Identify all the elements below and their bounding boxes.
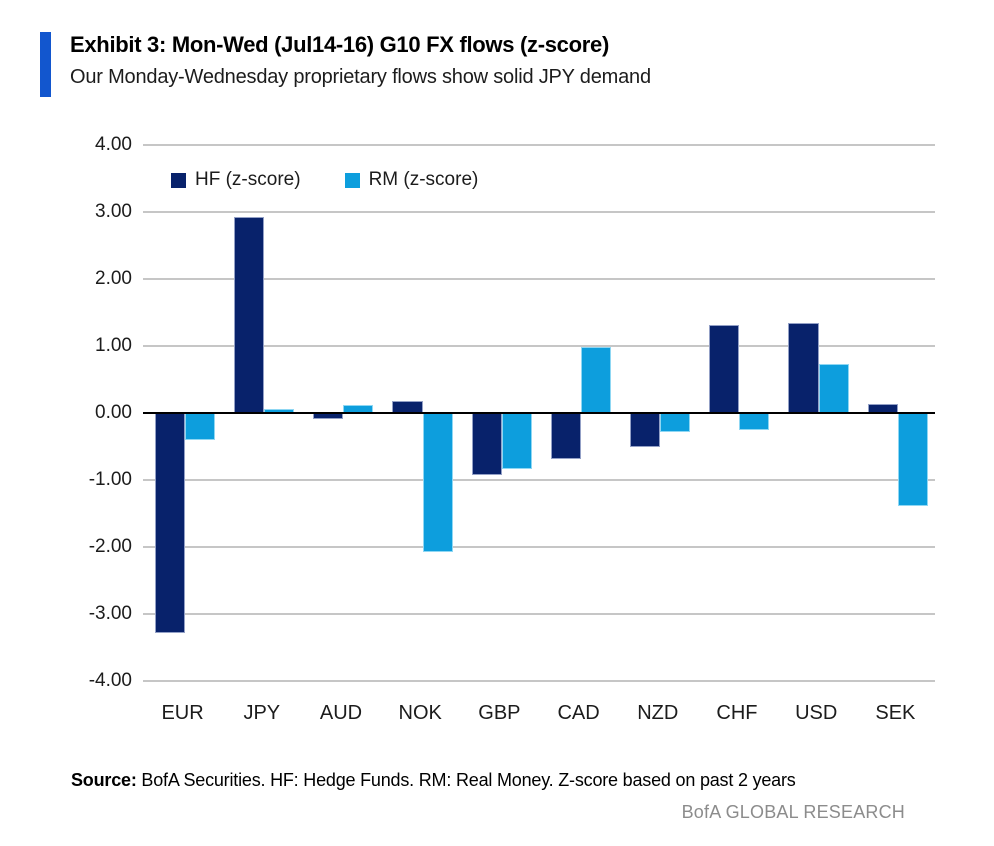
zero-axis-line bbox=[143, 412, 935, 414]
bar-rm-usd bbox=[818, 364, 849, 413]
gridline bbox=[143, 278, 935, 280]
bar-hf-eur bbox=[154, 413, 185, 633]
bar-group-nok bbox=[381, 145, 460, 681]
bofa-global-research-brand: BofA GLOBAL RESEARCH bbox=[681, 802, 905, 822]
bar-hf-usd bbox=[788, 323, 819, 413]
gridline bbox=[143, 546, 935, 548]
bar-rm-cad bbox=[580, 347, 612, 413]
y-tick-label: -4.00 bbox=[88, 670, 132, 691]
source-label: Source: bbox=[71, 770, 137, 790]
y-tick-label: -2.00 bbox=[88, 536, 132, 557]
bar-rm-nok bbox=[422, 413, 453, 553]
x-tick-label-sek: SEK bbox=[875, 701, 916, 724]
x-tick-label-jpy: JPY bbox=[243, 701, 281, 724]
gridline bbox=[143, 680, 935, 682]
bar-group-jpy bbox=[222, 145, 301, 681]
bar-hf-nzd bbox=[630, 413, 661, 447]
bar-rm-chf bbox=[739, 413, 770, 430]
y-tick-label: 2.00 bbox=[95, 268, 132, 289]
exhibit-subtitle: Our Monday-Wednesday proprietary flows s… bbox=[70, 66, 651, 88]
y-tick-label: -3.00 bbox=[88, 603, 132, 624]
bar-hf-chf bbox=[709, 325, 740, 413]
bar-hf-gbp bbox=[471, 413, 502, 476]
bar-rm-sek bbox=[897, 413, 928, 507]
x-tick-label-usd: USD bbox=[795, 701, 838, 724]
bar-group-sek bbox=[856, 145, 935, 681]
exhibit-title: Exhibit 3: Mon-Wed (Jul14-16) G10 FX flo… bbox=[70, 32, 609, 57]
bar-hf-cad bbox=[550, 413, 581, 459]
source-note: Source: BofA Securities. HF: Hedge Funds… bbox=[71, 770, 951, 791]
bar-group-usd bbox=[777, 145, 856, 681]
x-tick-label-eur: EUR bbox=[161, 701, 204, 724]
y-tick-label: -1.00 bbox=[88, 469, 132, 490]
y-tick-label: 4.00 bbox=[95, 134, 132, 155]
legend-label-rm: RM (z-score) bbox=[368, 169, 479, 190]
x-tick-label-gbp: GBP bbox=[478, 701, 521, 724]
x-tick-label-chf: CHF bbox=[716, 701, 758, 724]
bar-group-nzd bbox=[618, 145, 697, 681]
legend-label-hf: HF (z-score) bbox=[195, 169, 301, 190]
legend-item-hf: HF (z-score) bbox=[171, 169, 301, 191]
bar-group-gbp bbox=[460, 145, 539, 681]
bar-hf-jpy bbox=[234, 216, 265, 413]
gridline bbox=[143, 345, 935, 347]
gridline bbox=[143, 613, 935, 615]
bar-rm-gbp bbox=[501, 413, 532, 470]
y-tick-label: 0.00 bbox=[95, 402, 132, 423]
bar-group-chf bbox=[697, 145, 776, 681]
rm-legend-swatch-icon bbox=[344, 172, 360, 188]
legend: HF (z-score) RM (z-score) bbox=[171, 169, 478, 191]
x-tick-label-cad: CAD bbox=[557, 701, 600, 724]
source-text: BofA Securities. HF: Hedge Funds. RM: Re… bbox=[136, 770, 796, 790]
gridline bbox=[143, 479, 935, 481]
x-tick-label-aud: AUD bbox=[319, 701, 363, 724]
y-tick-label: 3.00 bbox=[95, 201, 132, 222]
legend-item-rm: RM (z-score) bbox=[344, 169, 479, 191]
gridline bbox=[143, 144, 935, 146]
y-tick-label: 1.00 bbox=[95, 335, 132, 356]
plot-area: HF (z-score) RM (z-score) bbox=[143, 144, 935, 682]
gridline bbox=[143, 211, 935, 213]
hf-legend-swatch-icon bbox=[171, 172, 186, 188]
y-axis-labels: 4.00 3.00 2.00 1.00 0.00 -1.00 -2.00 -3.00 -4.00 bbox=[40, 134, 132, 691]
bar-rm-eur bbox=[184, 413, 216, 440]
x-tick-label-nzd: NZD bbox=[637, 701, 679, 724]
bar-rm-nzd bbox=[660, 413, 691, 433]
exhibit-accent-bar bbox=[40, 32, 51, 97]
x-tick-label-nok: NOK bbox=[398, 701, 442, 724]
bar-group-eur bbox=[143, 145, 222, 681]
x-axis-labels: EUR JPY AUD NOK GBP CAD NZD CHF USD SEK bbox=[143, 698, 935, 728]
